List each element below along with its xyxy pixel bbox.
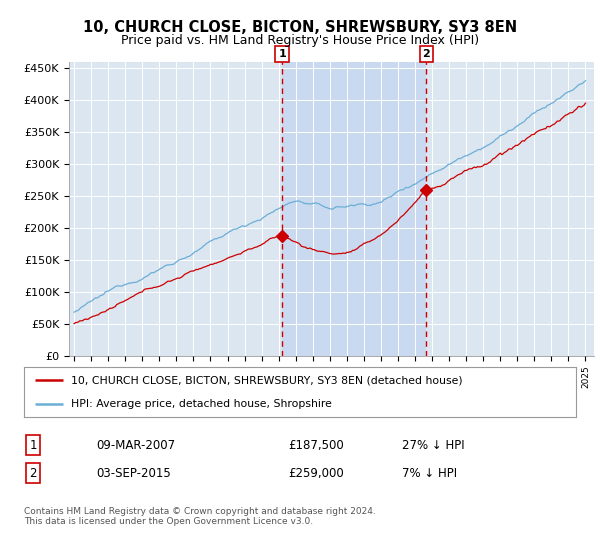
Text: £259,000: £259,000 [288,466,344,480]
Bar [282,62,427,356]
Text: 09-MAR-2007: 09-MAR-2007 [96,438,175,452]
Text: £187,500: £187,500 [288,438,344,452]
Text: 10, CHURCH CLOSE, BICTON, SHREWSBURY, SY3 8EN (detached house): 10, CHURCH CLOSE, BICTON, SHREWSBURY, SY… [71,375,463,385]
Text: 10, CHURCH CLOSE, BICTON, SHREWSBURY, SY3 8EN: 10, CHURCH CLOSE, BICTON, SHREWSBURY, SY… [83,20,517,35]
Text: Contains HM Land Registry data © Crown copyright and database right 2024.
This d: Contains HM Land Registry data © Crown c… [24,507,376,526]
Text: 2: 2 [422,49,430,59]
Text: 1: 1 [278,49,286,59]
Text: 2: 2 [29,466,37,480]
Text: 7% ↓ HPI: 7% ↓ HPI [402,466,457,480]
Text: Price paid vs. HM Land Registry's House Price Index (HPI): Price paid vs. HM Land Registry's House … [121,34,479,46]
Text: 1: 1 [29,438,37,452]
Text: 27% ↓ HPI: 27% ↓ HPI [402,438,464,452]
Text: 03-SEP-2015: 03-SEP-2015 [96,466,171,480]
Text: HPI: Average price, detached house, Shropshire: HPI: Average price, detached house, Shro… [71,399,332,409]
